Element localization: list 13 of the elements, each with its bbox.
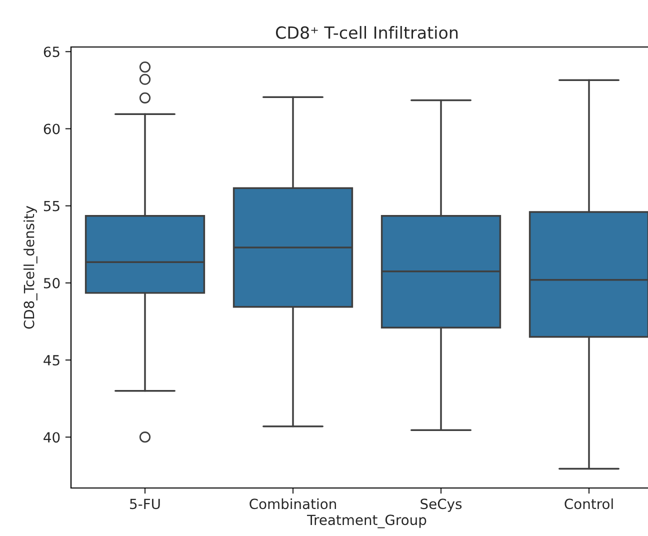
x-tick-label: SeCys (420, 498, 462, 512)
x-tick-label: Combination (250, 498, 336, 510)
y-tick-label: 65 (44, 46, 60, 58)
x-tick-label: Control (564, 498, 613, 510)
y-axis-title: CD8_Tcell_density (24, 206, 38, 329)
x-tick-label: 5-FU (130, 498, 160, 510)
y-tick-label: 55 (44, 200, 60, 212)
y-tick-label: 50 (44, 278, 60, 288)
y-tick-label: 40 (44, 432, 60, 443)
y-tick-label: 60 (44, 124, 60, 134)
x-axis-title: Treatment_Group (307, 514, 426, 528)
chart-title: CD8⁺ T-cell Infiltration (276, 26, 458, 39)
y-tick-label: 45 (44, 355, 60, 366)
